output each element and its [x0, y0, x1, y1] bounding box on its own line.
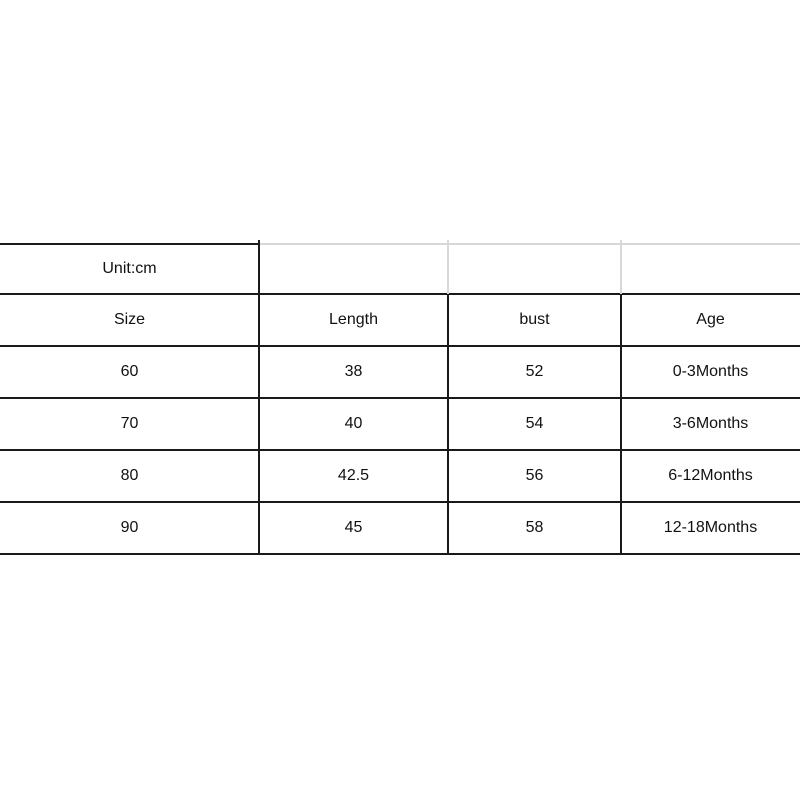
table-cell: 56	[525, 467, 544, 484]
col-border	[258, 240, 260, 555]
col-border-light	[620, 240, 622, 294]
border-top-empty	[260, 243, 800, 245]
table-cell: 58	[525, 519, 544, 536]
table-cell: 80	[120, 467, 139, 484]
table-cell: 12-18Months	[663, 519, 758, 536]
table-cell: 90	[120, 519, 139, 536]
table-cell: 0-3Months	[672, 363, 749, 380]
row-border	[0, 397, 800, 399]
col-border	[447, 294, 449, 555]
row-border	[0, 293, 800, 295]
table-cell: 42.5	[337, 467, 370, 484]
table-cell: 38	[344, 363, 363, 380]
table-cell: 6-12Months	[668, 467, 753, 484]
table-cell: 3-6Months	[672, 415, 749, 432]
row-border	[0, 501, 800, 503]
row-border	[0, 449, 800, 451]
unit-label: Unit:cm	[102, 260, 157, 277]
table-cell: 52	[525, 363, 544, 380]
border-top-unit	[0, 243, 259, 245]
table-cell: 45	[344, 519, 363, 536]
row-border	[0, 553, 800, 555]
header-age: Age	[696, 311, 725, 328]
table-cell: 70	[120, 415, 139, 432]
header-length: Length	[329, 311, 378, 328]
header-bust: bust	[519, 311, 550, 328]
col-border	[620, 294, 622, 555]
header-size: Size	[113, 311, 146, 328]
table-cell: 54	[525, 415, 544, 432]
row-border	[0, 345, 800, 347]
table-cell: 60	[120, 363, 139, 380]
table-cell: 40	[344, 415, 363, 432]
col-border-light	[447, 240, 449, 294]
